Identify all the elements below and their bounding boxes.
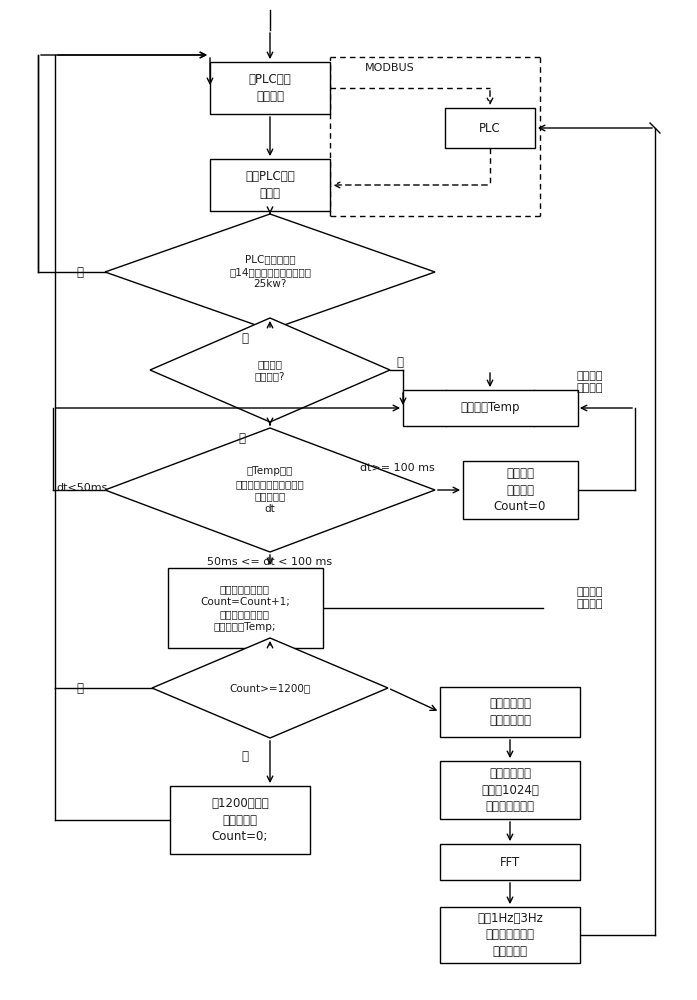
- Polygon shape: [105, 428, 435, 552]
- Text: 50ms <= dt < 100 ms: 50ms <= dt < 100 ms: [208, 557, 332, 567]
- Text: 保存数据
时间信息: 保存数据 时间信息: [576, 587, 603, 609]
- Text: FFT: FFT: [500, 856, 520, 868]
- Text: 数据存入内存序列
Count=Count+1;
年月日时分秒和毫
秒存入数组Temp;: 数据存入内存序列 Count=Count+1; 年月日时分秒和毫 秒存入数组Te…: [200, 584, 290, 632]
- Bar: [402, 390, 578, 426]
- Text: 接收数据
计数清零
Count=0: 接收数据 计数清零 Count=0: [493, 467, 546, 513]
- Text: PLC主状态是否
为14且发电机功率是否大于
25kw?: PLC主状态是否 为14且发电机功率是否大于 25kw?: [229, 255, 311, 289]
- Bar: [445, 108, 535, 148]
- Bar: [440, 907, 580, 963]
- Polygon shape: [150, 318, 390, 422]
- Bar: [167, 568, 323, 648]
- Text: PLC: PLC: [479, 121, 501, 134]
- Text: 接收PLC发回
的数据: 接收PLC发回 的数据: [245, 170, 295, 200]
- Text: 否: 否: [238, 432, 245, 444]
- Bar: [210, 62, 330, 114]
- Text: Count>=1200？: Count>=1200？: [229, 683, 311, 693]
- Text: 否: 否: [77, 682, 84, 694]
- Text: 是: 是: [241, 750, 249, 762]
- Text: 保存数据
时间信息: 保存数据 时间信息: [576, 371, 603, 393]
- Bar: [440, 687, 580, 737]
- Text: 与Temp比较
根据年月日时分秒和毫秒
计算时间差
dt: 与Temp比较 根据年月日时分秒和毫秒 计算时间差 dt: [236, 466, 305, 514]
- Text: dt>= 100 ms: dt>= 100 ms: [360, 463, 434, 473]
- Bar: [440, 844, 580, 880]
- Text: dt<50ms: dt<50ms: [56, 483, 108, 493]
- Text: 向PLC发送
数据请求: 向PLC发送 数据请求: [249, 73, 291, 103]
- Text: 是: 是: [241, 332, 249, 344]
- Text: 浮点数组Temp: 浮点数组Temp: [460, 401, 520, 414]
- Text: 是否为第
一组数据?: 是否为第 一组数据?: [254, 359, 285, 381]
- Polygon shape: [152, 638, 388, 738]
- Polygon shape: [105, 214, 435, 330]
- Text: 触发数据处理
程序开始执行: 触发数据处理 程序开始执行: [489, 697, 531, 727]
- Bar: [210, 159, 330, 211]
- Text: 是: 是: [397, 357, 404, 369]
- Text: 否: 否: [77, 265, 84, 278]
- Text: MODBUS: MODBUS: [365, 63, 415, 73]
- Bar: [440, 761, 580, 819]
- Bar: [463, 461, 578, 519]
- Bar: [170, 786, 310, 854]
- Text: 提取1Hz－3Hz
之间频谱最大值
对应的频率: 提取1Hz－3Hz 之间频谱最大值 对应的频率: [477, 912, 543, 958]
- Text: 将1200条数据
存入数据库
Count=0;: 将1200条数据 存入数据库 Count=0;: [211, 797, 269, 843]
- Text: 从数据库读取
最新的1024条
转速加速度信号: 从数据库读取 最新的1024条 转速加速度信号: [481, 767, 539, 813]
